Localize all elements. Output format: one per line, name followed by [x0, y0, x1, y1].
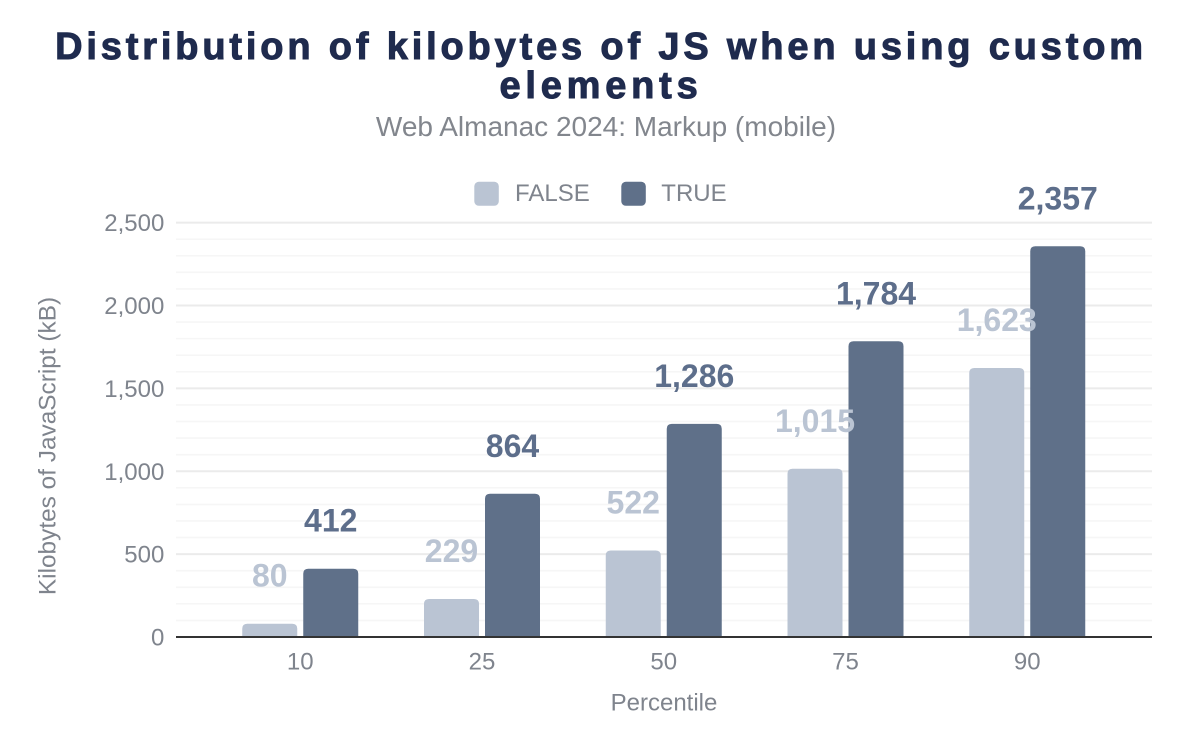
- svg-text:1,623: 1,623: [957, 302, 1037, 338]
- svg-text:1,000: 1,000: [104, 459, 164, 486]
- svg-text:Percentile: Percentile: [611, 689, 718, 716]
- svg-text:FALSE: FALSE: [515, 180, 590, 207]
- svg-text:Kilobytes of JavaScript (kB): Kilobytes of JavaScript (kB): [35, 297, 62, 595]
- svg-text:elements: elements: [500, 65, 703, 107]
- svg-text:90: 90: [1014, 648, 1041, 675]
- svg-text:500: 500: [124, 542, 164, 569]
- svg-text:80: 80: [252, 558, 288, 594]
- svg-text:2,500: 2,500: [104, 210, 164, 237]
- svg-text:1,286: 1,286: [654, 358, 734, 394]
- svg-text:864: 864: [486, 428, 540, 464]
- svg-text:Distribution of kilobytes of J: Distribution of kilobytes of JS when usi…: [55, 26, 1147, 68]
- svg-text:522: 522: [607, 484, 660, 520]
- svg-text:1,015: 1,015: [775, 403, 855, 439]
- svg-text:TRUE: TRUE: [661, 180, 726, 207]
- svg-text:0: 0: [151, 625, 164, 652]
- svg-text:2,357: 2,357: [1018, 180, 1098, 216]
- svg-text:2,000: 2,000: [104, 293, 164, 320]
- svg-text:1,500: 1,500: [104, 376, 164, 403]
- svg-text:229: 229: [425, 533, 478, 569]
- svg-text:Web Almanac 2024: Markup (mobi: Web Almanac 2024: Markup (mobile): [376, 111, 836, 142]
- svg-text:10: 10: [287, 648, 314, 675]
- svg-text:1,784: 1,784: [836, 275, 916, 311]
- svg-text:50: 50: [650, 648, 677, 675]
- svg-text:412: 412: [304, 503, 357, 539]
- svg-text:75: 75: [832, 648, 859, 675]
- svg-text:25: 25: [469, 648, 496, 675]
